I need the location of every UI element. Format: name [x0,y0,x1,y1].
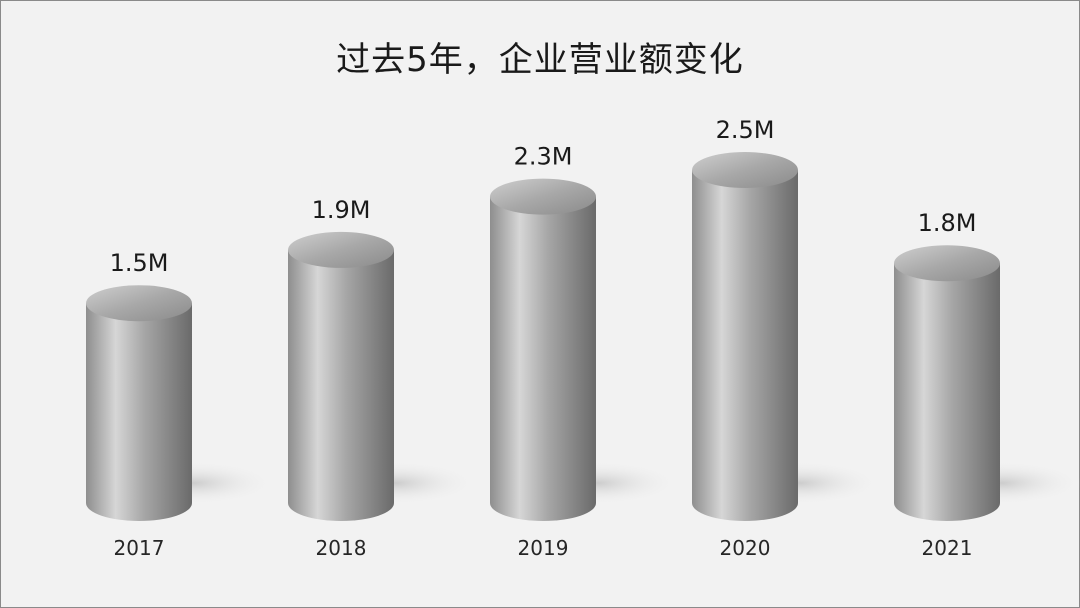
bar-top-2017 [86,285,192,322]
category-label: 2018 [316,536,367,560]
category-label: 2021 [922,536,973,560]
bar-top-2018 [288,231,394,268]
bar-2018 [288,249,394,522]
value-label: 2.3M [514,143,573,171]
category-label: 2020 [720,536,771,560]
bar-2020 [692,170,798,521]
bar-2017 [86,303,192,521]
category-label: 2019 [518,536,569,560]
bar-2019 [490,196,596,521]
value-label: 1.8M [918,209,977,237]
value-label: 1.9M [312,196,371,224]
bar-top-2021 [894,245,1000,282]
chart-title: 过去5年，企业营业额变化 [336,40,744,80]
bar-top-2019 [490,178,596,215]
category-label: 2017 [114,536,165,560]
bar-top-2020 [692,152,798,188]
value-label: 2.5M [716,116,775,144]
value-label: 1.5M [110,249,169,277]
bar-2021 [894,263,1000,521]
